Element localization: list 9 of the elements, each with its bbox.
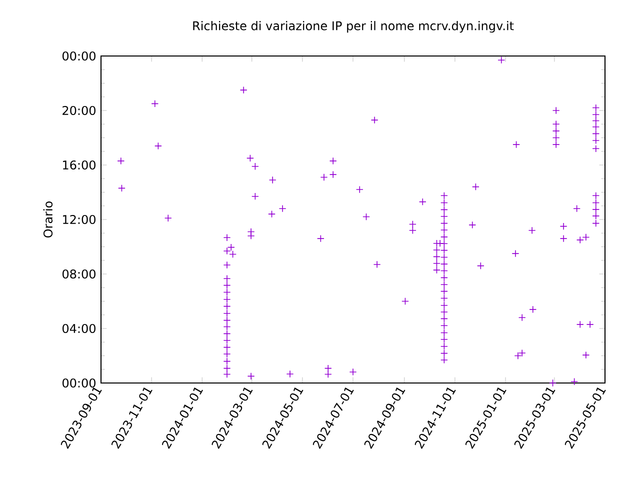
y-axis-title: Orario bbox=[43, 201, 53, 238]
y-tick-label: 04:00 bbox=[62, 324, 96, 334]
y-tick-label: 00:00 bbox=[62, 378, 96, 388]
y-tick-label: 08:00 bbox=[62, 269, 96, 279]
y-tick-label: 20:00 bbox=[62, 106, 96, 116]
y-tick-label: 00:00 bbox=[62, 51, 96, 61]
y-tick-label: 12:00 bbox=[63, 214, 96, 224]
y-tick-label: 16:00 bbox=[63, 160, 96, 170]
chart-title: Richieste di variazione IP per il nome mcrv.dyn.ingv.it bbox=[193, 21, 514, 33]
